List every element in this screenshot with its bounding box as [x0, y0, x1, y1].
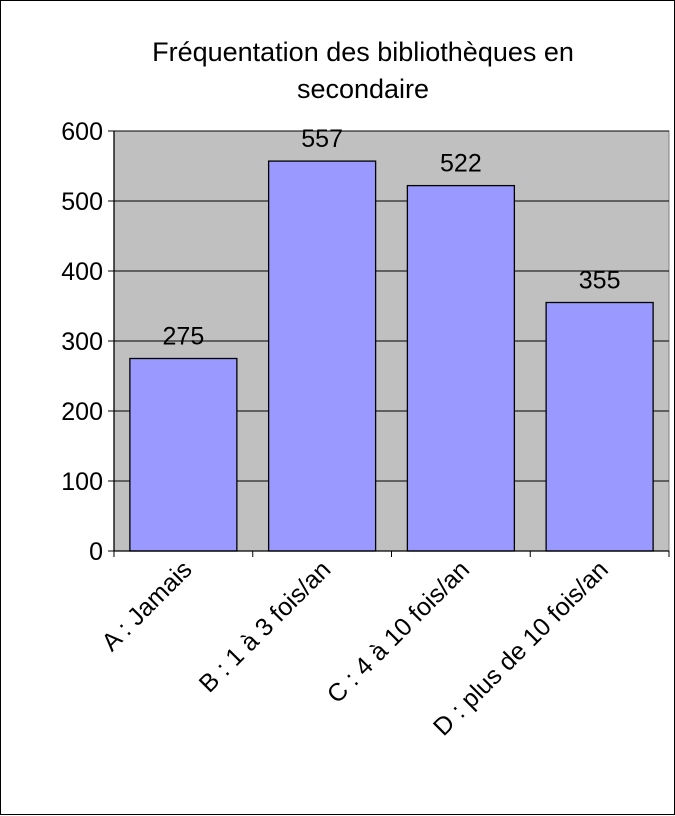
y-tick-label: 0	[89, 538, 103, 566]
y-tick-label: 100	[61, 468, 103, 496]
y-tick-label: 200	[61, 398, 103, 426]
chart-title-line-2: secondaire	[297, 74, 429, 104]
y-tick-label: 300	[61, 328, 103, 356]
chart-title: Fréquentation des bibliothèques en secon…	[152, 37, 574, 104]
axes	[108, 130, 670, 557]
bar	[129, 357, 238, 552]
x-tick-label: A : Jamais	[96, 555, 197, 656]
bar	[406, 184, 516, 552]
y-tick-label: 600	[61, 118, 103, 146]
bars	[129, 160, 654, 552]
y-tick-label: 400	[61, 258, 103, 286]
bar	[267, 160, 377, 552]
y-axis-tick-labels: 0 100 200 300 400 500 600	[61, 118, 103, 566]
x-tick-label: B : 1 à 3 fois/an	[194, 555, 337, 698]
data-label: 522	[440, 150, 482, 178]
y-tick-label: 500	[61, 188, 103, 216]
data-labels: 275 557 522 355	[163, 125, 621, 350]
data-label: 355	[579, 267, 621, 295]
data-label: 557	[301, 125, 343, 153]
data-label: 275	[163, 323, 205, 351]
x-tick-label: C : 4 à 10 fois/an	[322, 555, 475, 708]
chart-title-line-1: Fréquentation des bibliothèques en	[152, 37, 574, 67]
bar	[545, 301, 654, 552]
